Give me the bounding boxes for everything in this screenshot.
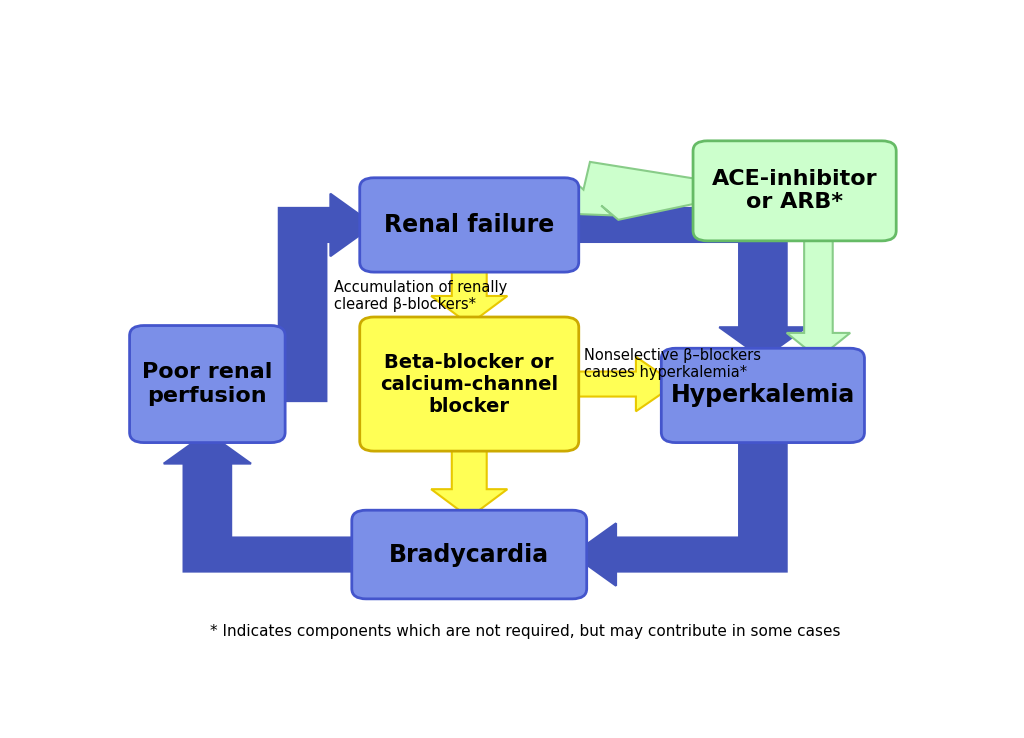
Polygon shape	[431, 262, 507, 325]
Polygon shape	[564, 356, 676, 411]
Polygon shape	[572, 432, 786, 586]
Polygon shape	[164, 432, 367, 571]
Text: Poor renal
perfusion: Poor renal perfusion	[142, 362, 272, 406]
FancyBboxPatch shape	[662, 348, 864, 443]
FancyBboxPatch shape	[359, 178, 579, 272]
Text: Renal failure: Renal failure	[384, 213, 554, 237]
Polygon shape	[564, 162, 708, 220]
Text: * Indicates components which are not required, but may contribute in some cases: * Indicates components which are not req…	[210, 624, 840, 638]
Text: Beta-blocker or
calcium-channel
blocker: Beta-blocker or calcium-channel blocker	[380, 353, 558, 415]
FancyBboxPatch shape	[359, 317, 579, 451]
Text: Bradycardia: Bradycardia	[389, 542, 549, 567]
Polygon shape	[564, 208, 807, 359]
Polygon shape	[431, 441, 507, 517]
FancyBboxPatch shape	[352, 510, 587, 599]
Text: Nonselective β–blockers
causes hyperkalemia*: Nonselective β–blockers causes hyperkale…	[585, 348, 761, 380]
Text: Accumulation of renally
cleared β-blockers*: Accumulation of renally cleared β-blocke…	[334, 280, 508, 312]
Text: Hyperkalemia: Hyperkalemia	[671, 384, 855, 407]
FancyBboxPatch shape	[130, 325, 285, 443]
Polygon shape	[270, 193, 374, 401]
FancyBboxPatch shape	[693, 141, 896, 241]
Text: ACE-inhibitor
or ARB*: ACE-inhibitor or ARB*	[712, 169, 878, 213]
Polygon shape	[786, 230, 850, 359]
